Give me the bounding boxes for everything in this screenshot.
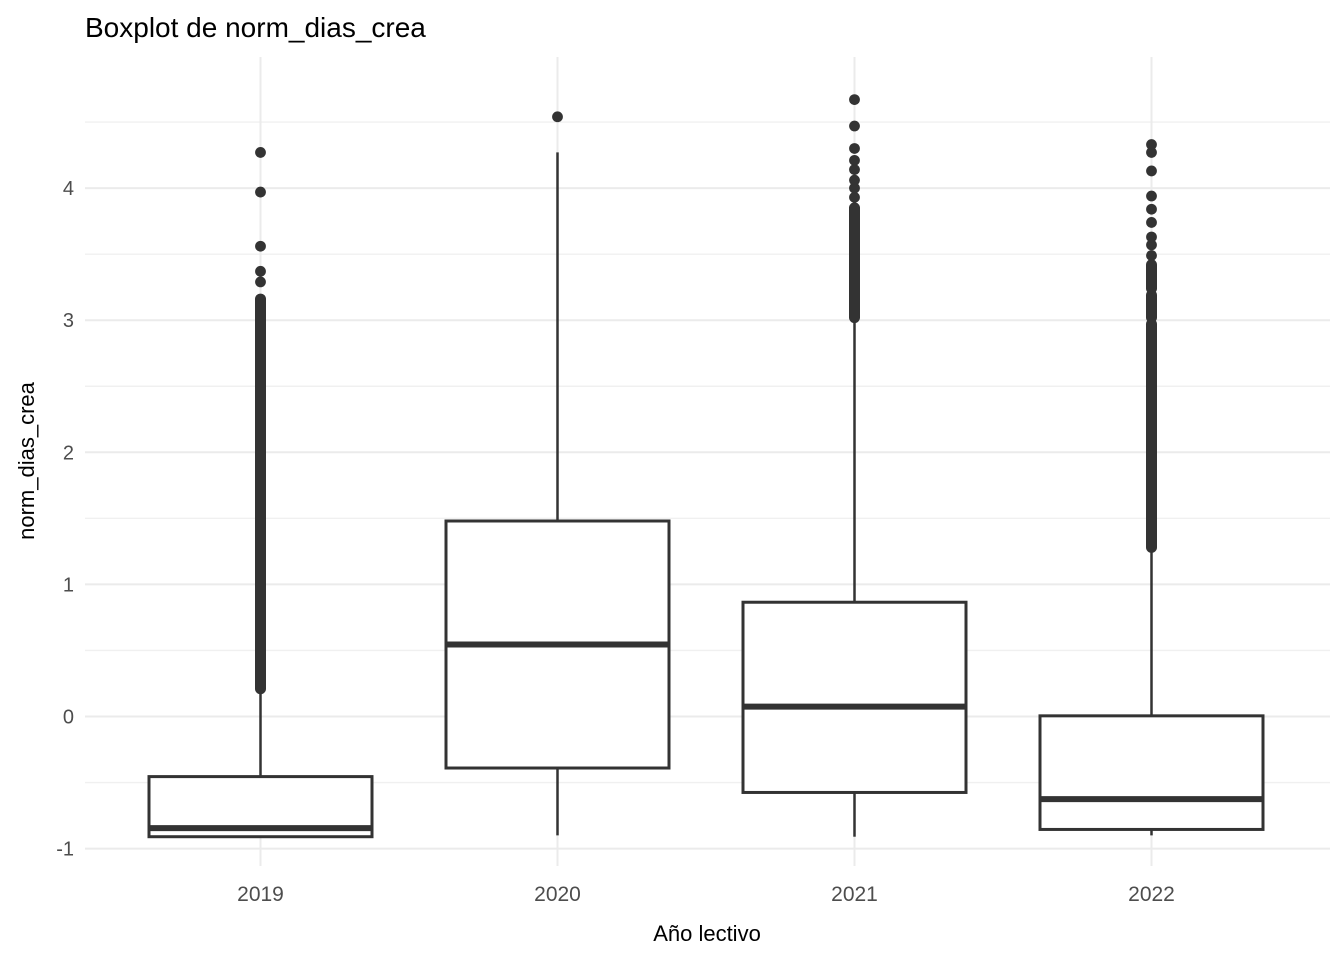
outlier-dot-2022 [1146,231,1157,243]
outlier-dot-2021 [849,94,860,105]
y-tick-label: 0 [63,707,74,729]
x-tick-label: 2021 [831,883,878,906]
outlier-dot-2019 [255,147,266,158]
y-tick-label: -1 [56,839,74,861]
y-tick-label: 2 [63,442,74,464]
outlier-dot-2022 [1146,217,1157,228]
x-tick-label: 2019 [237,883,284,906]
outlier-dot-2022 [1146,190,1157,202]
outlier-dot-2019 [255,276,266,288]
outlier-dot-2022 [1146,203,1157,215]
outlier-dot-2022 [1146,139,1157,150]
y-tick-label: 1 [63,574,74,596]
outlier-dot-2021 [849,174,860,186]
outlier-dot-2022 [1146,239,1157,251]
x-tick-label: 2022 [1128,883,1175,906]
outlier-dot-2021 [849,154,860,166]
outlier-dot-2021 [849,143,860,154]
outlier-dot-2021 [849,120,860,132]
y-tick-label: 4 [63,178,74,200]
outlier-dot-2022 [1146,165,1157,177]
outlier-dot-2021 [849,191,860,203]
x-axis-title: Año lectivo [653,921,761,946]
outlier-dot-2021 [849,164,860,176]
outlier-dot-2022 [1146,250,1157,261]
chart-title: Boxplot de norm_dias_crea [85,12,426,43]
y-tick-label: 3 [63,310,74,332]
outlier-dot-2019 [255,186,266,198]
outlier-dot-2021 [849,182,860,194]
outlier-dot-2019 [255,240,266,252]
x-tick-label: 2020 [534,883,581,906]
outlier-dot-2022 [1146,147,1157,158]
box-2022 [1038,714,1265,831]
box-2021 [741,600,968,794]
outlier-dot-2019 [255,265,266,277]
outlier-dot-2020 [552,111,563,123]
